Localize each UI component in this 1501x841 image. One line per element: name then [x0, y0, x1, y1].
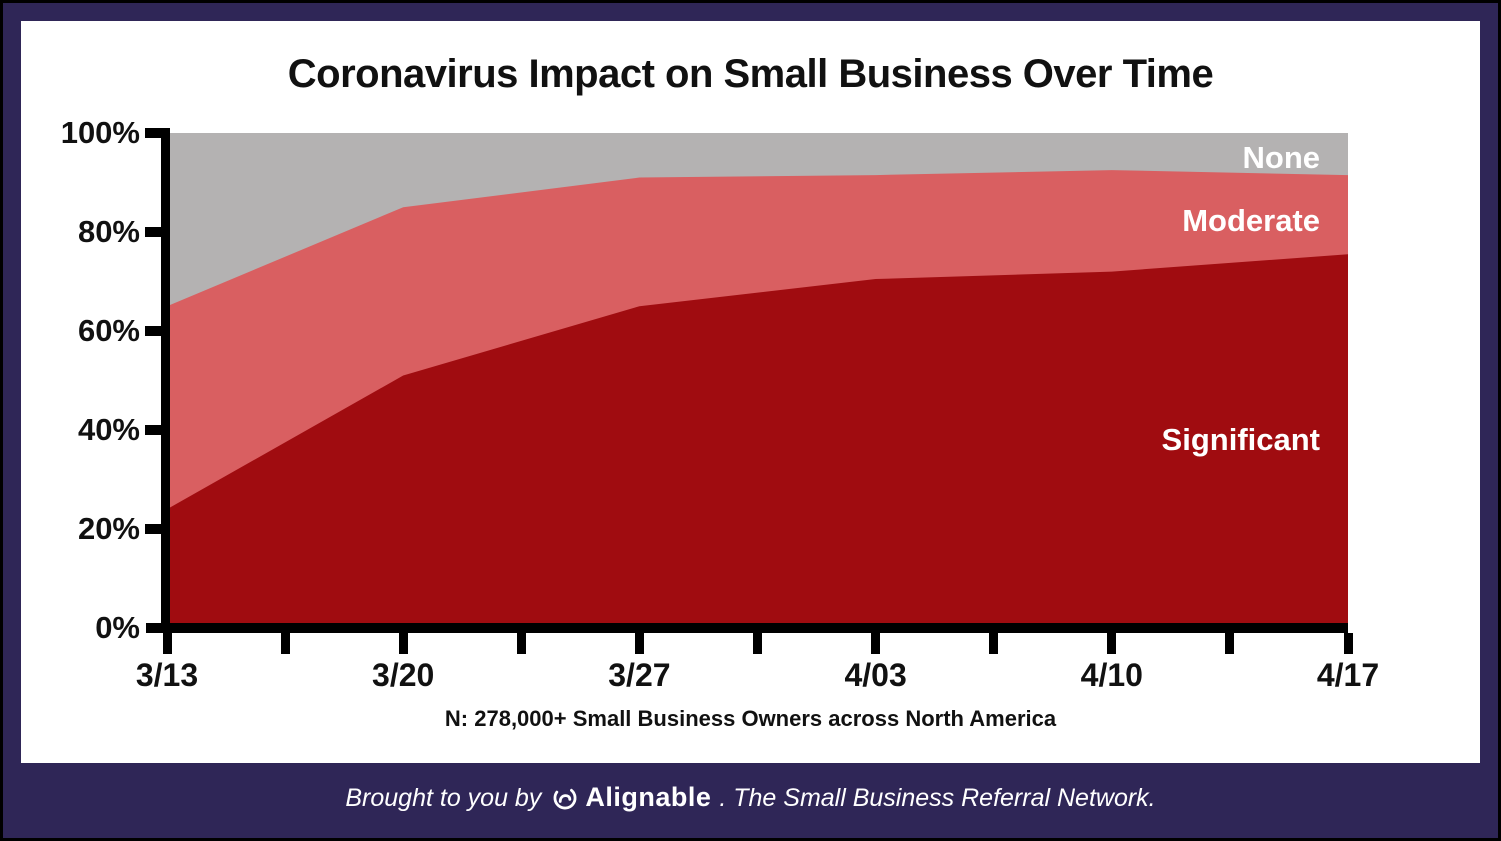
- x-tick-mark: [634, 633, 644, 654]
- x-tick-label: 4/10: [1080, 657, 1143, 693]
- area-significant: [167, 254, 1348, 628]
- x-tick-label: 3/27: [608, 657, 671, 693]
- x-tick-mark: [989, 633, 999, 654]
- series-label-moderate: Moderate: [1182, 203, 1320, 238]
- x-tick-label: 3/20: [372, 657, 435, 693]
- y-tick-mark: [145, 524, 170, 534]
- y-tick-label: 100%: [60, 115, 140, 150]
- x-tick-mark: [398, 633, 408, 654]
- y-tick-mark: [145, 227, 170, 237]
- y-tick-label: 80%: [77, 214, 140, 249]
- x-tick-mark: [162, 633, 172, 654]
- series-label-none: None: [1242, 140, 1321, 175]
- x-tick-mark: [1225, 633, 1235, 654]
- alignable-logo-icon: [551, 784, 579, 819]
- footer-prefix: Brought to you by: [345, 784, 542, 812]
- y-tick-label: 40%: [77, 412, 140, 447]
- x-tick-mark: [1107, 633, 1117, 654]
- y-tick-label: 60%: [77, 313, 140, 348]
- y-tick-mark: [145, 326, 170, 336]
- stacked-area-plot: [167, 133, 1348, 628]
- footer-bar: Brought to you by Alignable. The Small B…: [0, 782, 1501, 819]
- y-tick-label: 20%: [77, 511, 140, 546]
- y-tick-mark: [145, 128, 170, 138]
- y-tick-mark: [145, 425, 170, 435]
- x-axis-line: [146, 623, 1348, 633]
- sample-size-note: N: 278,000+ Small Business Owners across…: [444, 706, 1057, 731]
- x-tick-mark: [753, 633, 762, 654]
- x-tick-mark: [280, 633, 290, 654]
- footer-brand-wordmark: Alignable: [585, 782, 712, 812]
- series-label-significant: Significant: [1161, 422, 1320, 457]
- x-tick-mark: [516, 633, 526, 654]
- y-tick-label: 0%: [95, 610, 140, 645]
- x-tick-mark: [871, 633, 881, 654]
- y-axis-line: [161, 130, 170, 633]
- chart-title: Coronavirus Impact on Small Business Ove…: [287, 52, 1214, 96]
- x-tick-label: 3/13: [135, 657, 199, 693]
- x-tick-label: 4/03: [844, 657, 907, 693]
- footer-suffix: . The Small Business Referral Network.: [719, 784, 1156, 812]
- x-tick-label: 4/17: [1316, 657, 1380, 693]
- x-tick-mark: [1343, 633, 1353, 654]
